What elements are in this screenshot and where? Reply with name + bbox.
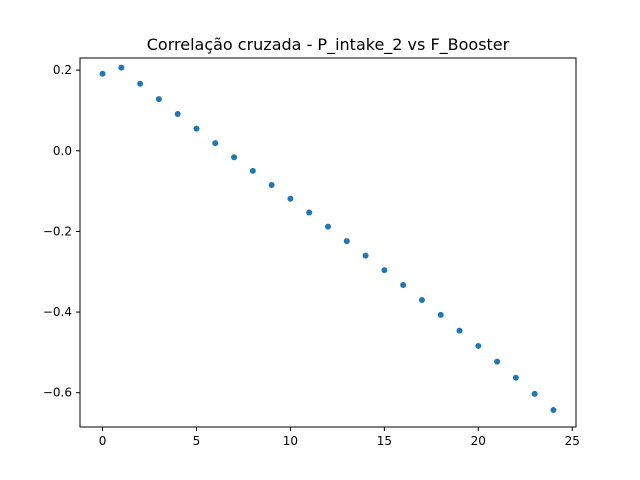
data-point <box>381 267 388 274</box>
data-point <box>231 154 238 161</box>
y-tick-label: −0.2 <box>43 224 72 238</box>
y-tick-label: 0.0 <box>53 144 72 158</box>
y-tick-label: −0.4 <box>43 305 72 319</box>
chart-title: Correlação cruzada - P_intake_2 vs F_Boo… <box>147 35 510 55</box>
data-point <box>137 80 144 87</box>
data-point <box>400 282 407 289</box>
data-point <box>418 296 425 303</box>
data-point <box>456 327 463 334</box>
data-point <box>118 64 125 71</box>
y-tick-label: 0.2 <box>53 63 72 77</box>
x-tick-label: 25 <box>565 434 580 448</box>
data-point <box>155 96 162 103</box>
x-tick-label: 10 <box>283 434 298 448</box>
data-point <box>362 252 369 259</box>
data-points <box>99 64 557 414</box>
data-point <box>249 167 256 174</box>
plot-frame <box>79 57 577 428</box>
data-point <box>193 125 200 132</box>
data-point <box>531 390 538 397</box>
data-point <box>212 140 219 147</box>
data-point <box>343 238 350 245</box>
data-point <box>550 407 557 414</box>
y-axis: 0.2 0.0 −0.2 −0.4 −0.6 <box>43 63 80 400</box>
x-tick-label: 5 <box>193 434 201 448</box>
y-tick-label: −0.6 <box>43 386 72 400</box>
data-point <box>494 358 501 365</box>
x-tick-label: 15 <box>377 434 392 448</box>
data-point <box>306 209 313 216</box>
data-point <box>512 374 519 381</box>
data-point <box>437 311 444 318</box>
data-point <box>99 70 106 77</box>
data-point <box>287 195 294 202</box>
data-point <box>475 342 482 349</box>
x-tick-label: 20 <box>471 434 486 448</box>
x-axis: 0 5 10 15 20 25 <box>99 427 580 448</box>
data-point <box>174 111 181 118</box>
data-point <box>268 182 275 189</box>
data-point <box>325 223 331 230</box>
x-tick-label: 0 <box>99 434 107 448</box>
